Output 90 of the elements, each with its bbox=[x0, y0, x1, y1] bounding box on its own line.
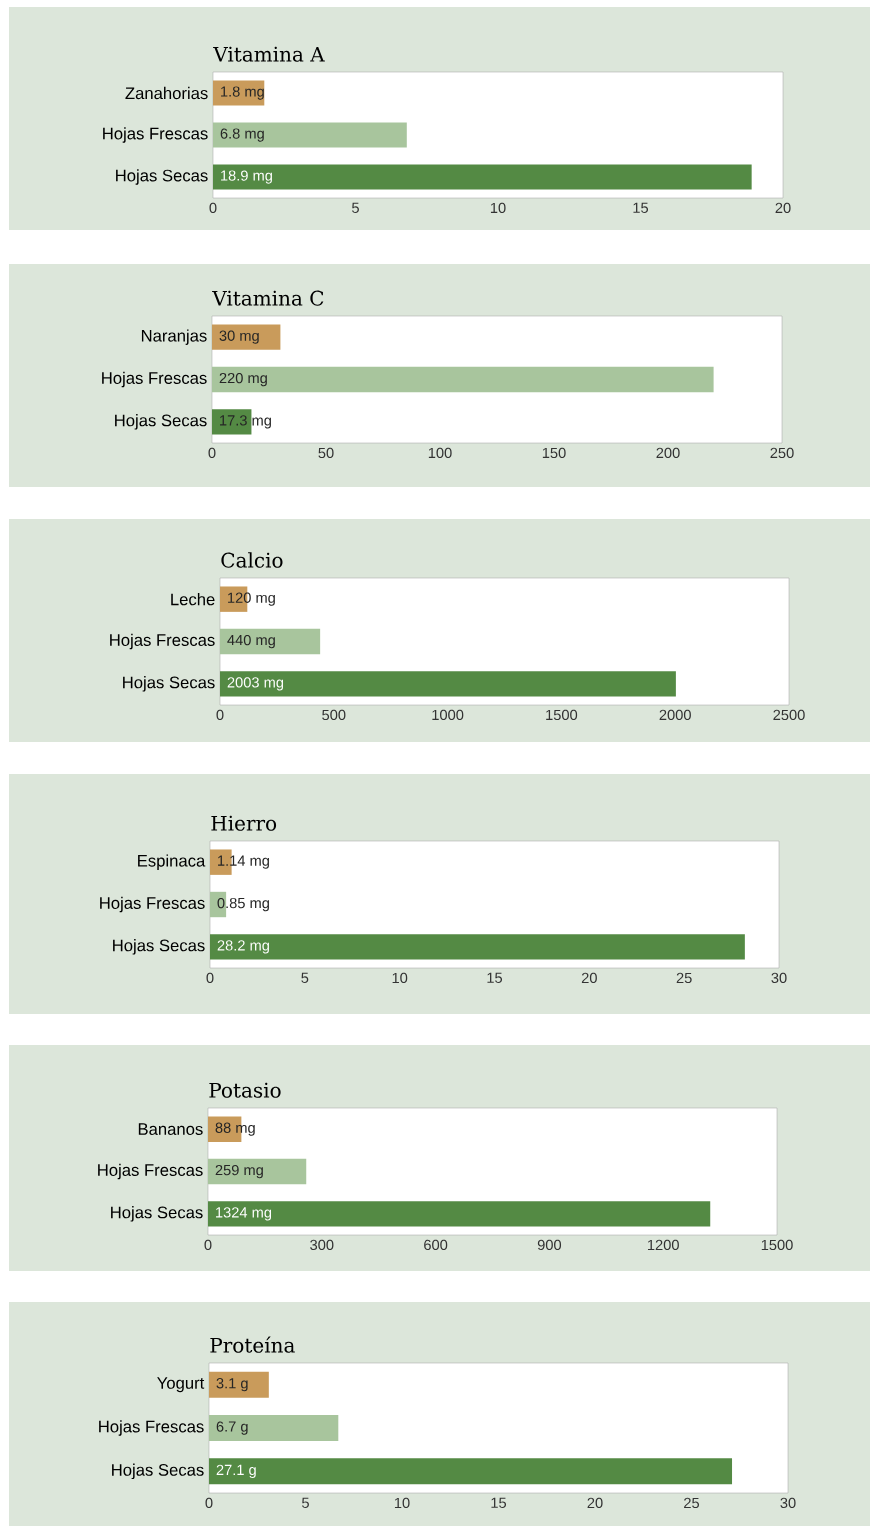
y-tick-label: Naranjas bbox=[141, 329, 207, 345]
x-tick-label: 5 bbox=[302, 1497, 309, 1508]
x-tick-label: 0 bbox=[204, 1239, 212, 1251]
x-tick-label: 200 bbox=[656, 447, 680, 459]
y-tick-label: Hojas Secas bbox=[116, 169, 208, 185]
data-label: 2003 mg bbox=[227, 677, 284, 691]
y-tick-label: Hojas Frescas bbox=[102, 371, 207, 388]
x-tick-label: 2000 bbox=[659, 709, 691, 721]
x-tick-label: 900 bbox=[537, 1239, 562, 1251]
y-tick-label: Hojas Secas bbox=[112, 1463, 204, 1480]
y-tick-label: Hojas Frescas bbox=[99, 1420, 204, 1436]
bar bbox=[213, 122, 407, 148]
x-tick-label: 25 bbox=[676, 972, 692, 984]
x-tick-label: 0 bbox=[205, 1497, 213, 1509]
bar bbox=[208, 1201, 711, 1227]
bar bbox=[213, 164, 752, 190]
x-tick-label: 10 bbox=[490, 202, 506, 214]
x-tick-label: 20 bbox=[587, 1497, 603, 1509]
y-tick-label: Espinaca bbox=[138, 854, 206, 870]
bar bbox=[210, 934, 745, 960]
x-tick-label: 5 bbox=[352, 202, 359, 213]
x-tick-label: 15 bbox=[633, 202, 649, 213]
bar bbox=[209, 1371, 269, 1398]
chart-title: Potasio bbox=[209, 1082, 281, 1098]
data-label: 1324 mg bbox=[216, 1207, 272, 1221]
x-tick-label: 0 bbox=[208, 447, 216, 459]
bar bbox=[212, 409, 252, 435]
x-tick-label: 500 bbox=[322, 709, 346, 721]
data-label: 1.8 mg bbox=[221, 86, 264, 100]
y-tick-label: Hojas Frescas bbox=[98, 1163, 203, 1180]
x-tick-label: 10 bbox=[392, 972, 408, 984]
y-tick-label: Hojas Frescas bbox=[103, 127, 208, 143]
x-tick-label: 2500 bbox=[773, 709, 805, 721]
data-label: 220 mg bbox=[219, 372, 267, 387]
data-label: 6.8 mg bbox=[220, 128, 264, 142]
x-tick-label: 25 bbox=[684, 1497, 700, 1509]
x-tick-label: 300 bbox=[310, 1239, 334, 1251]
x-tick-label: 10 bbox=[394, 1497, 410, 1509]
y-tick-label: Hojas Secas bbox=[115, 414, 207, 430]
bar bbox=[209, 1458, 733, 1485]
x-tick-label: 30 bbox=[771, 972, 787, 984]
y-tick-label: Zanahorias bbox=[125, 86, 208, 100]
x-tick-label: 0 bbox=[216, 709, 224, 721]
x-tick-label: 600 bbox=[424, 1239, 448, 1251]
bar bbox=[209, 1415, 339, 1442]
x-tick-label: 1500 bbox=[546, 709, 578, 721]
bar bbox=[213, 80, 265, 106]
x-tick-label: 20 bbox=[581, 972, 597, 984]
chart-title: Vitamina A bbox=[213, 46, 325, 62]
y-tick-label: Hojas Secas bbox=[113, 939, 205, 955]
x-tick-label: 1500 bbox=[761, 1239, 793, 1251]
chart-title: Hierro bbox=[211, 815, 277, 831]
x-tick-label: 20 bbox=[775, 202, 791, 214]
x-tick-label: 250 bbox=[770, 447, 794, 459]
x-tick-label: 15 bbox=[491, 1497, 507, 1508]
data-label: 6.7 g bbox=[216, 1421, 248, 1435]
bar bbox=[220, 628, 321, 655]
chart-title: Vitamina C bbox=[212, 290, 324, 306]
x-tick-label: 15 bbox=[487, 972, 503, 983]
data-label: 0.85 mg bbox=[217, 897, 269, 912]
data-label: 27.1 g bbox=[216, 1464, 256, 1478]
chart-title: Proteína bbox=[210, 1336, 295, 1353]
x-tick-label: 0 bbox=[209, 202, 217, 214]
x-tick-label: 150 bbox=[542, 447, 566, 459]
data-label: 18.9 mg bbox=[221, 170, 272, 184]
chart-title: Calcio bbox=[221, 552, 283, 568]
y-tick-label: Yogurt bbox=[157, 1377, 205, 1393]
data-label: 3.1 g bbox=[216, 1378, 248, 1392]
y-tick-label: Hojas Secas bbox=[111, 1206, 203, 1222]
x-tick-label: 5 bbox=[301, 972, 309, 983]
x-tick-label: 30 bbox=[780, 1497, 796, 1509]
y-tick-label: Leche bbox=[171, 593, 215, 606]
data-label: 440 mg bbox=[227, 634, 275, 649]
data-label: 17.3 mg bbox=[220, 415, 271, 429]
data-label: 30 mg bbox=[219, 330, 259, 344]
y-tick-label: Hojas Frescas bbox=[110, 633, 215, 650]
y-tick-label: Hojas Frescas bbox=[100, 896, 205, 913]
x-tick-label: 1200 bbox=[648, 1239, 679, 1251]
y-tick-label: Bananos bbox=[138, 1123, 203, 1135]
data-label: 259 mg bbox=[215, 1164, 263, 1179]
bar bbox=[220, 671, 676, 697]
bar bbox=[212, 366, 714, 393]
x-tick-label: 50 bbox=[318, 447, 334, 459]
x-tick-label: 100 bbox=[428, 447, 452, 459]
x-tick-label: 0 bbox=[206, 972, 214, 984]
x-tick-label: 1000 bbox=[432, 709, 464, 721]
data-label: 28.2 mg bbox=[217, 940, 269, 954]
bar bbox=[212, 324, 281, 350]
bar bbox=[208, 1158, 307, 1185]
y-tick-label: Hojas Secas bbox=[123, 676, 215, 692]
